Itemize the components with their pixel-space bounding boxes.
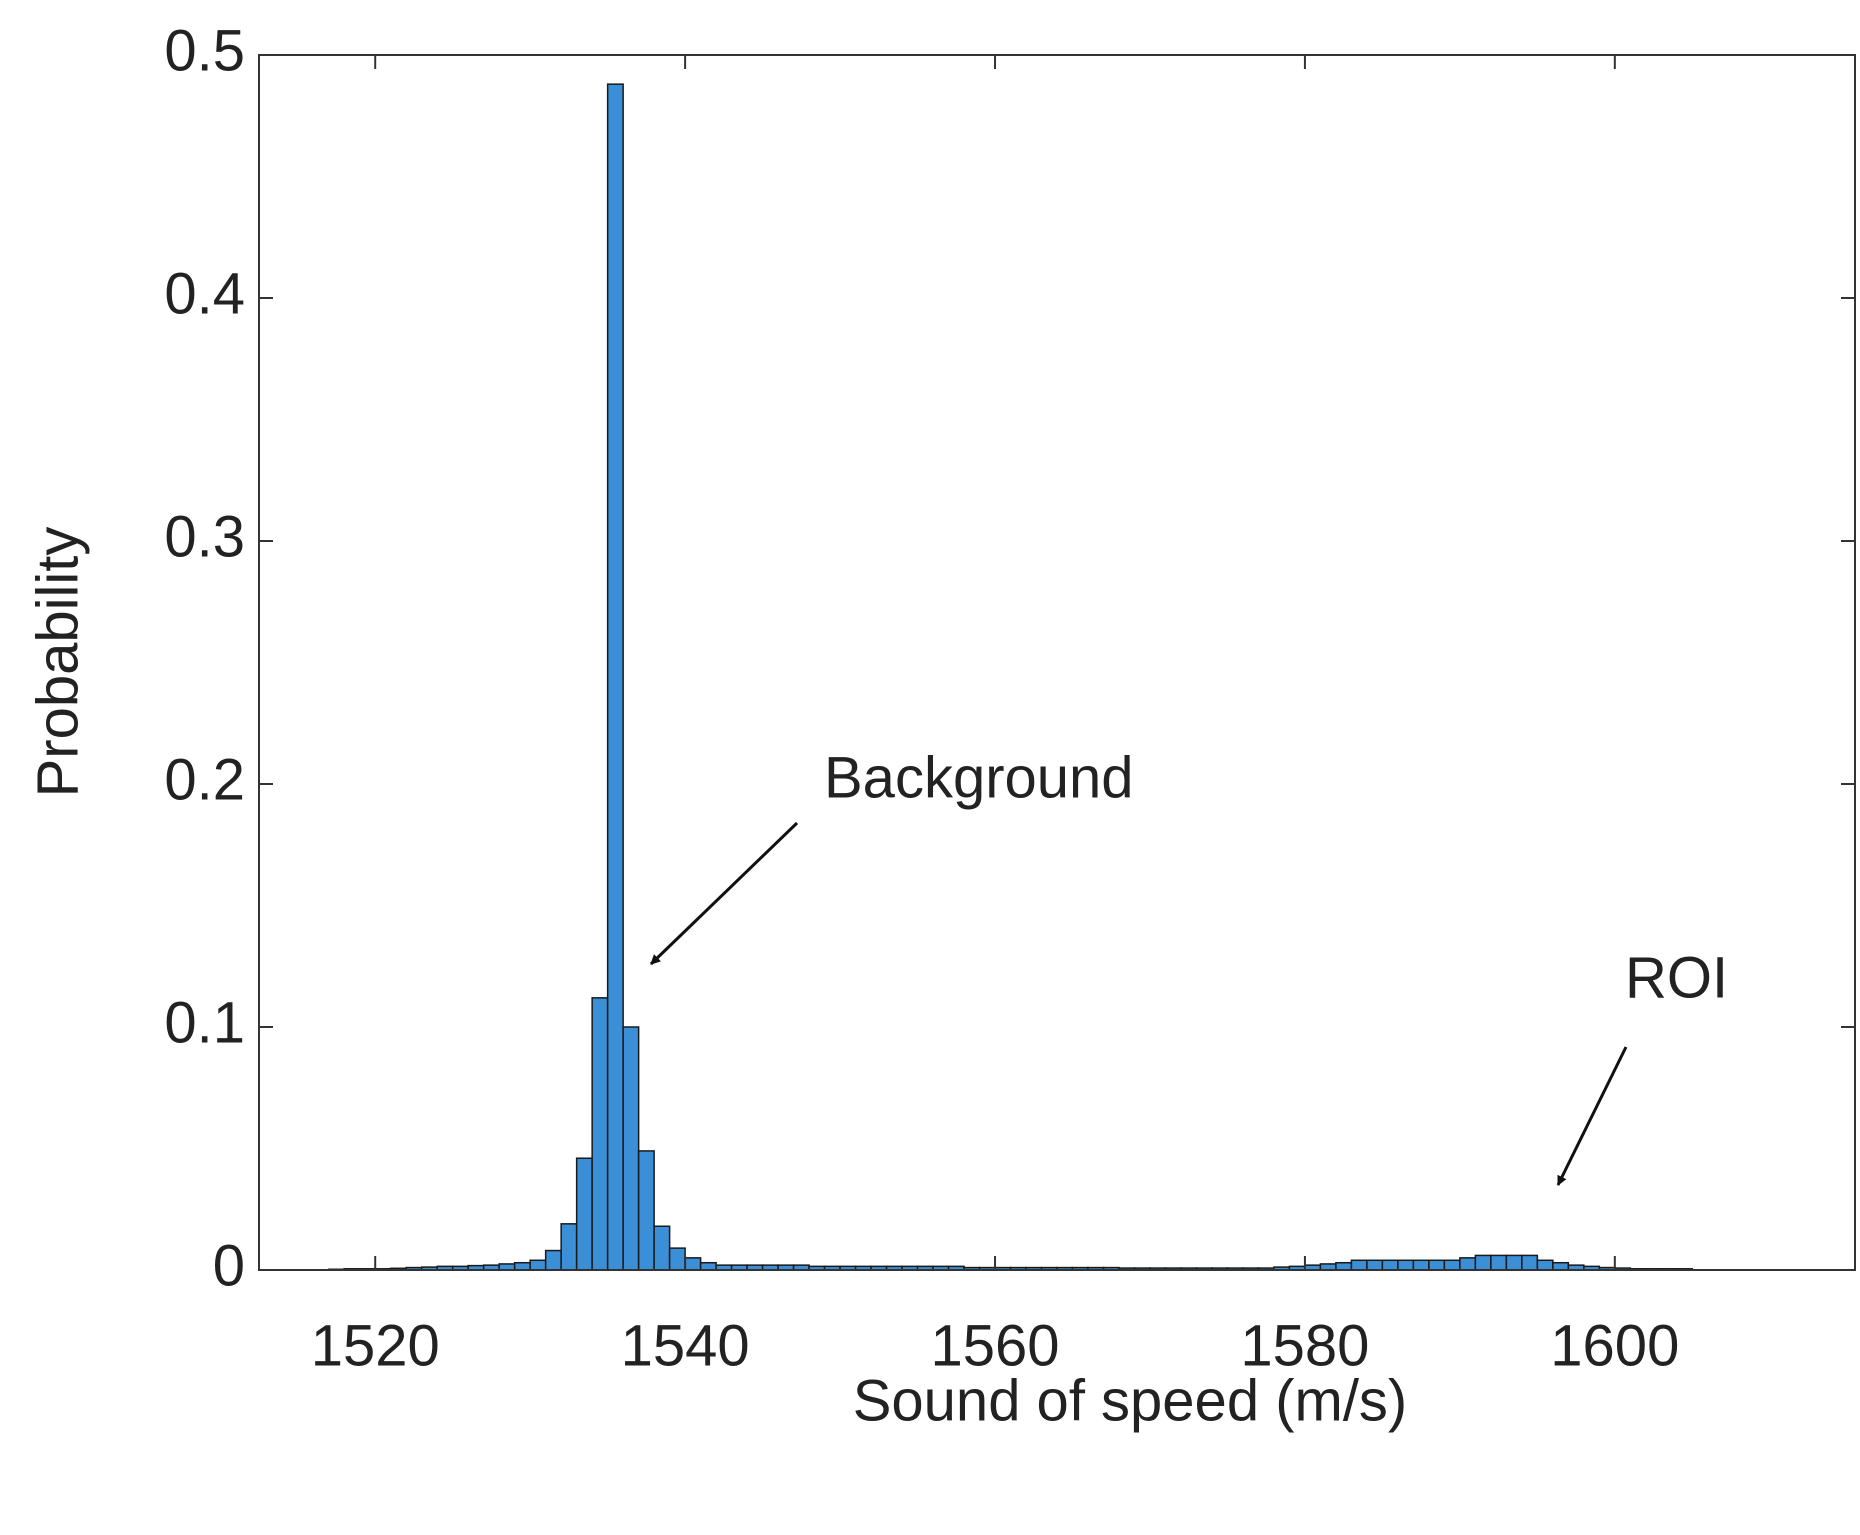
bar — [1350, 1259, 1368, 1271]
bar — [653, 1225, 671, 1271]
y-tick-label: 0.1 — [164, 990, 245, 1055]
y-tick-label: 0 — [213, 1233, 245, 1298]
bar — [637, 1150, 655, 1271]
bar — [1443, 1259, 1461, 1271]
annotation: Background — [824, 745, 1134, 810]
bar — [1397, 1259, 1415, 1271]
x-tick-label: 1600 — [1550, 1313, 1679, 1378]
bar — [622, 1026, 640, 1271]
bar — [1505, 1254, 1523, 1271]
annotation-arrow — [649, 821, 799, 966]
bar — [699, 1261, 717, 1271]
bar — [1552, 1261, 1570, 1271]
bar — [1381, 1259, 1399, 1271]
annotation: ROI — [1625, 945, 1728, 1010]
x-axis-label: Sound of speed (m/s) — [853, 1368, 1408, 1433]
y-tick-label: 0.2 — [164, 747, 245, 812]
bars — [327, 83, 1694, 1271]
bar — [529, 1259, 547, 1271]
bar — [1428, 1259, 1446, 1271]
bar — [513, 1261, 531, 1271]
plot-frame — [258, 54, 1856, 1271]
bar — [1366, 1259, 1384, 1271]
bar — [684, 1257, 702, 1271]
bar — [1536, 1259, 1554, 1271]
bar — [575, 1157, 593, 1271]
bar — [1459, 1257, 1477, 1271]
x-tick-label: 1520 — [311, 1313, 440, 1378]
bar — [606, 83, 624, 1271]
bar — [668, 1247, 686, 1271]
bar — [591, 997, 609, 1271]
bar — [544, 1249, 562, 1271]
x-tick-label: 1540 — [621, 1313, 750, 1378]
y-tick-label: 0.3 — [164, 504, 245, 569]
bar — [1521, 1254, 1539, 1271]
bar — [1335, 1261, 1353, 1271]
bar — [1412, 1259, 1430, 1271]
bar — [560, 1223, 578, 1271]
annotation-arrow — [1556, 1046, 1628, 1186]
y-tick-label: 0.5 — [164, 18, 245, 83]
y-tick-label: 0.4 — [164, 261, 245, 326]
x-tick-label: 1580 — [1240, 1313, 1369, 1378]
bar — [1474, 1254, 1492, 1271]
x-tick-label: 1560 — [931, 1313, 1060, 1378]
bar — [1490, 1254, 1508, 1271]
y-axis-label: Probability — [25, 527, 90, 798]
